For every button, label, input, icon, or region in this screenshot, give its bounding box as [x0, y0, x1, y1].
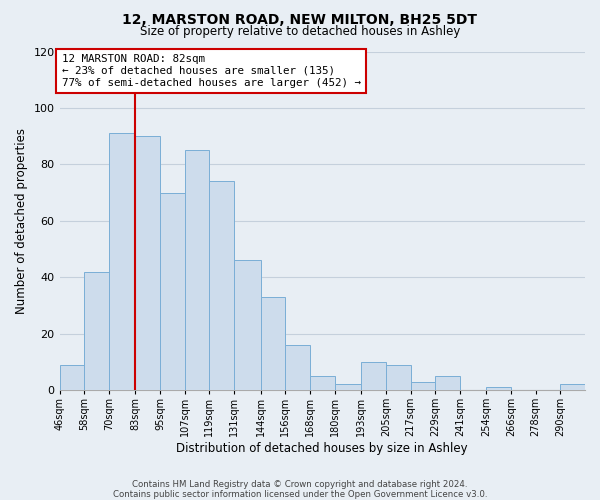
Bar: [361, 362, 386, 390]
X-axis label: Distribution of detached houses by size in Ashley: Distribution of detached houses by size …: [176, 442, 468, 455]
Bar: [59, 364, 84, 390]
Bar: [185, 150, 209, 390]
Y-axis label: Number of detached properties: Number of detached properties: [15, 128, 28, 314]
Bar: [335, 384, 361, 390]
Bar: [410, 382, 435, 390]
Text: 12 MARSTON ROAD: 82sqm
← 23% of detached houses are smaller (135)
77% of semi-de: 12 MARSTON ROAD: 82sqm ← 23% of detached…: [62, 54, 361, 88]
Bar: [209, 182, 234, 390]
Bar: [435, 376, 460, 390]
Bar: [109, 134, 136, 390]
Text: Size of property relative to detached houses in Ashley: Size of property relative to detached ho…: [140, 25, 460, 38]
Bar: [487, 388, 511, 390]
Bar: [386, 364, 410, 390]
Bar: [136, 136, 160, 390]
Bar: [310, 376, 335, 390]
Bar: [560, 384, 585, 390]
Bar: [260, 297, 286, 390]
Bar: [286, 345, 310, 390]
Text: 12, MARSTON ROAD, NEW MILTON, BH25 5DT: 12, MARSTON ROAD, NEW MILTON, BH25 5DT: [122, 12, 478, 26]
Bar: [160, 192, 185, 390]
Bar: [84, 272, 109, 390]
Text: Contains public sector information licensed under the Open Government Licence v3: Contains public sector information licen…: [113, 490, 487, 499]
Text: Contains HM Land Registry data © Crown copyright and database right 2024.: Contains HM Land Registry data © Crown c…: [132, 480, 468, 489]
Bar: [234, 260, 260, 390]
